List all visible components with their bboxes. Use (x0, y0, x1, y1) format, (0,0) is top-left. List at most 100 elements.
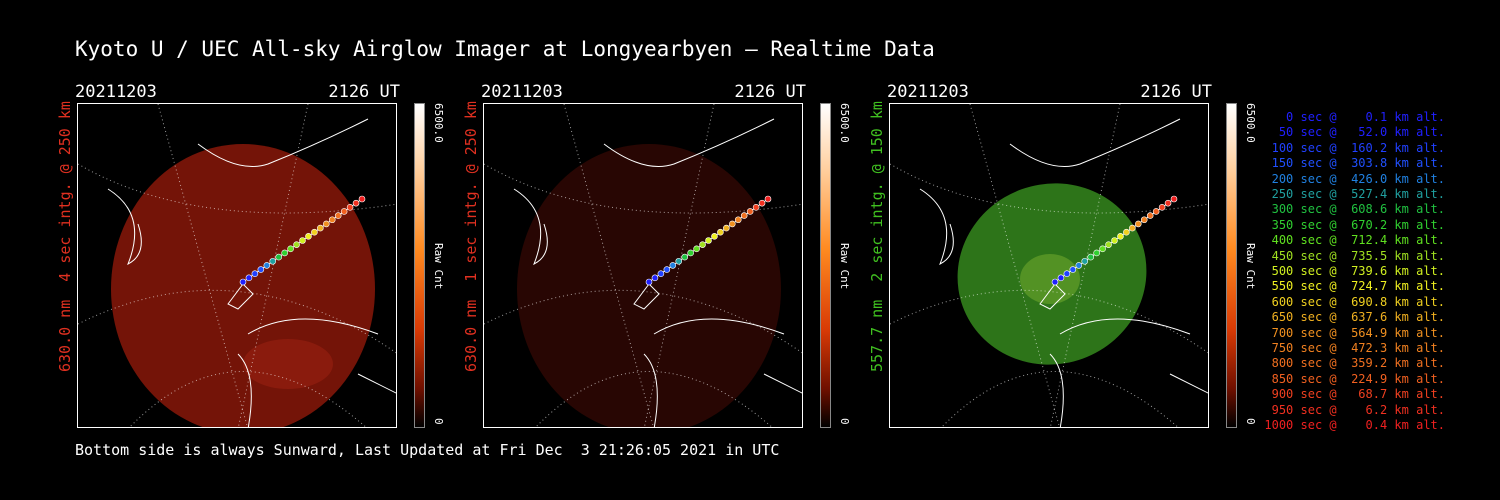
panel1-time: 2126 UT (328, 82, 400, 102)
panel3-map (890, 104, 1208, 427)
legend-item: 700 sec @ 564.9 km alt. (1264, 325, 1445, 340)
legend-item: 200 sec @ 426.0 km alt. (1264, 171, 1445, 186)
panel2-side-label: 630.0 nm 1 sec intg. @ 250 km (462, 101, 480, 372)
legend-item: 100 sec @ 160.2 km alt. (1264, 140, 1445, 155)
panel1-trajectory (239, 195, 366, 286)
panel2-colorbar-max: 6500.0 (838, 103, 851, 143)
trajectory-point (764, 195, 772, 203)
trajectory-point (352, 199, 360, 207)
trajectory-point (711, 233, 718, 240)
panel3-date: 20211203 (887, 82, 969, 102)
trajectory-point (1146, 212, 1154, 219)
trajectory-point (705, 237, 712, 244)
legend-item: 550 sec @ 724.7 km alt. (1264, 279, 1445, 294)
panel1-image (77, 103, 397, 428)
page-title: Kyoto U / UEC All-sky Airglow Imager at … (75, 37, 935, 61)
trajectory-point (334, 212, 342, 219)
panel1-colorbar-unit: Raw Cnt (432, 243, 445, 290)
panel1-colorbar-max: 6500.0 (432, 103, 445, 143)
trajectory-point (1081, 257, 1089, 265)
trajectory-point (1075, 262, 1083, 269)
trajectory-point (746, 208, 754, 215)
panel2-date: 20211203 (481, 82, 563, 102)
legend-item: 800 sec @ 359.2 km alt. (1264, 356, 1445, 371)
trajectory-point (663, 266, 671, 273)
trajectory-point (1057, 274, 1065, 282)
trajectory-point (740, 212, 748, 219)
panel3-trajectory (1051, 195, 1178, 286)
trajectory-point (752, 204, 760, 211)
trajectory-point (263, 262, 271, 269)
panel2-airglow-disk (517, 144, 781, 427)
legend-item: 150 sec @ 303.8 km alt. (1264, 156, 1445, 171)
trajectory-point (1140, 216, 1148, 224)
trajectory-point (1158, 204, 1166, 211)
trajectory-point (358, 195, 366, 203)
trajectory-point (681, 253, 688, 261)
legend-item: 650 sec @ 637.6 km alt. (1264, 310, 1445, 325)
footer-note: Bottom side is always Sunward, Last Upda… (75, 441, 780, 459)
trajectory-point (269, 257, 277, 265)
panel3-colorbar-unit: Raw Cnt (1244, 243, 1257, 290)
panel3-colorbar-max: 6500.0 (1244, 103, 1257, 143)
trajectory-point (717, 228, 724, 236)
panel3-image (889, 103, 1209, 428)
panel2-colorbar (820, 103, 831, 428)
trajectory-point (1051, 278, 1059, 286)
trajectory-point (299, 237, 306, 244)
trajectory-point (305, 233, 312, 240)
trajectory-point (275, 253, 282, 261)
trajectory-point (1164, 199, 1172, 207)
trajectory-point (1063, 270, 1071, 277)
panel3-colorbar-min: 0 (1244, 418, 1257, 425)
trajectory-point (1135, 220, 1142, 228)
legend-item: 900 sec @ 68.7 km alt. (1264, 387, 1445, 402)
legend-item: 600 sec @ 690.8 km alt. (1264, 294, 1445, 309)
trajectory-point (281, 249, 288, 257)
trajectory-point (734, 216, 742, 224)
trajectory-point (1123, 228, 1130, 236)
panel3-colorbar (1226, 103, 1237, 428)
legend-item: 500 sec @ 739.6 km alt. (1264, 264, 1445, 278)
legend-item: 950 sec @ 6.2 km alt. (1264, 402, 1445, 417)
panel3-side-label: 557.7 nm 2 sec intg. @ 150 km (868, 101, 886, 372)
legend-item: 250 sec @ 527.4 km alt. (1264, 187, 1445, 201)
trajectory-point (245, 274, 253, 282)
trajectory-point (1111, 237, 1118, 244)
panel2-colorbar-min: 0 (838, 418, 851, 425)
panel1-map (78, 104, 396, 427)
trajectory-point (723, 224, 730, 232)
trajectory-point (1087, 253, 1094, 261)
trajectory-point (1152, 208, 1160, 215)
panel1-colorbar (414, 103, 425, 428)
trajectory-point (693, 245, 700, 253)
legend-item: 750 sec @ 472.3 km alt. (1264, 341, 1445, 355)
trajectory-point (1129, 224, 1136, 232)
legend-item: 850 sec @ 224.9 km alt. (1264, 371, 1445, 386)
panel2-colorbar-unit: Raw Cnt (838, 243, 851, 290)
legend-item: 450 sec @ 735.5 km alt. (1264, 248, 1445, 263)
trajectory-point (729, 220, 736, 228)
panel3-time: 2126 UT (1140, 82, 1212, 102)
legend-item: 300 sec @ 608.6 km alt. (1264, 202, 1445, 217)
trajectory-point (287, 245, 294, 253)
trajectory-point (758, 199, 766, 207)
trajectory-point (293, 241, 300, 248)
panel1-date: 20211203 (75, 82, 157, 102)
trajectory-point (1117, 233, 1124, 240)
trajectory-point (645, 278, 653, 286)
trajectory-point (1099, 245, 1106, 253)
legend-item: 0 sec @ 0.1 km alt. (1264, 110, 1445, 124)
panel2-time: 2126 UT (734, 82, 806, 102)
trajectory-point (1170, 195, 1178, 203)
trajectory-point (1093, 249, 1100, 257)
panel1-colorbar-min: 0 (432, 418, 445, 425)
trajectory-point (323, 220, 330, 228)
trajectory-point (657, 270, 665, 277)
trajectory-point (257, 266, 265, 273)
trajectory-point (311, 228, 318, 236)
trajectory-point (675, 257, 683, 265)
panel1-side-label: 630.0 nm 4 sec intg. @ 250 km (56, 101, 74, 372)
trajectory-point (669, 262, 677, 269)
legend-item: 400 sec @ 712.4 km alt. (1264, 233, 1445, 248)
